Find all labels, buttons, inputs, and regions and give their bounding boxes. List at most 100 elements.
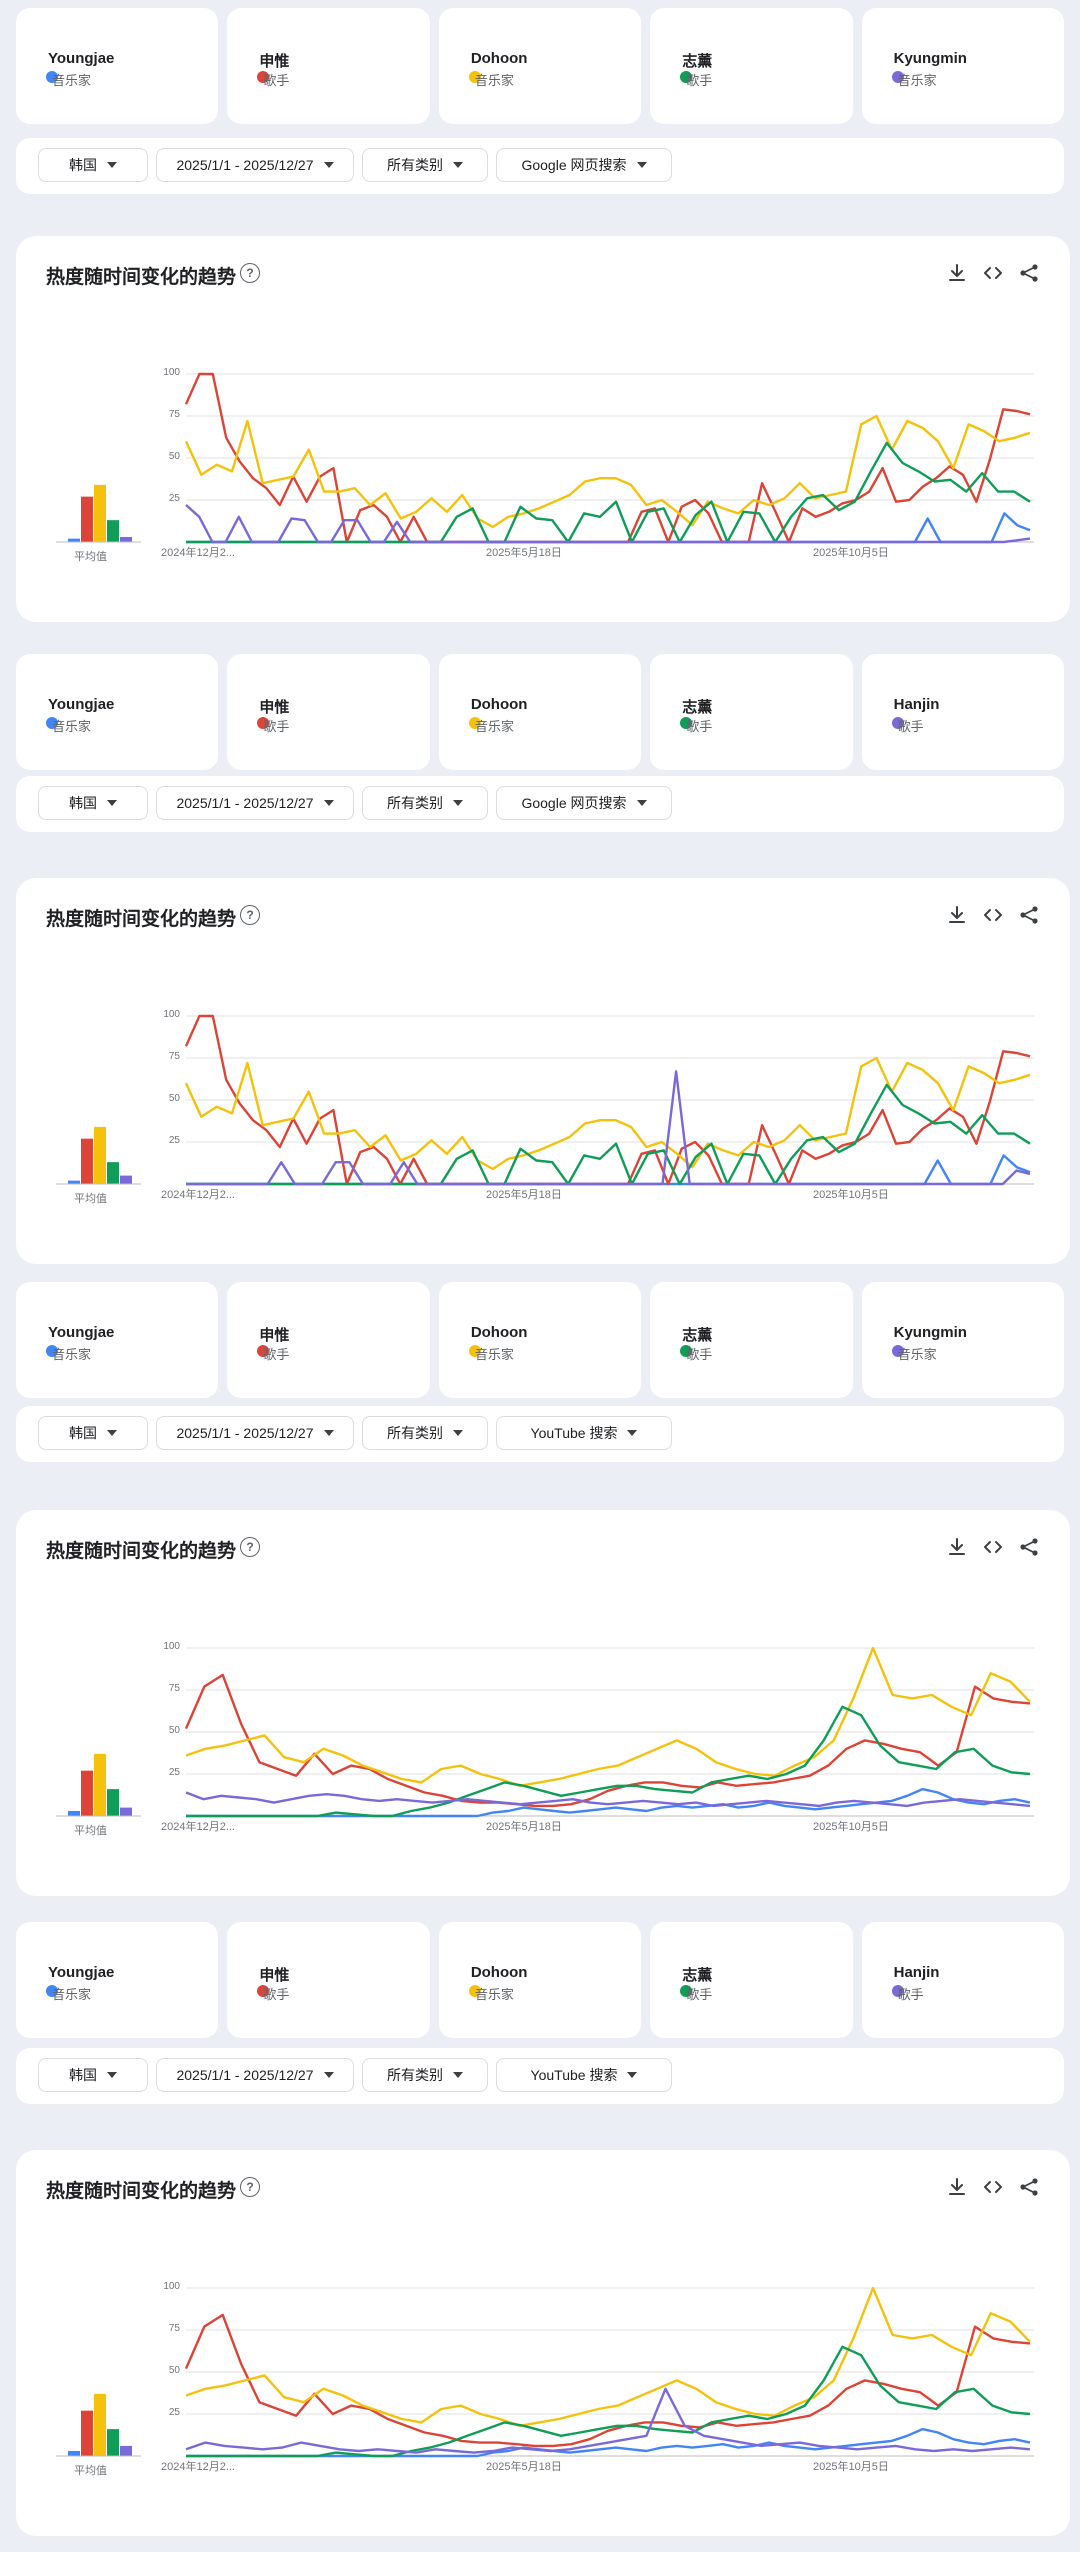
term-card[interactable]: Dohoon 音乐家 (438, 1922, 642, 2038)
term-card[interactable]: Dohoon 音乐家 (438, 8, 642, 124)
term-color-dot (891, 1985, 904, 1997)
term-card[interactable]: Kyungmin 音乐家 (861, 8, 1065, 124)
term-color-dot (46, 71, 58, 83)
term-name: Youngjae (48, 696, 115, 713)
term-card[interactable]: 志薰 歌手 (650, 1922, 853, 2038)
category-filter-label: 所有类别 (387, 157, 443, 173)
source-filter-label: YouTube 搜索 (530, 1425, 618, 1441)
y-tick-label: 50 (168, 451, 180, 462)
y-tick-label: 100 (163, 2281, 180, 2292)
term-card[interactable]: 申惟 歌手 (227, 1922, 430, 2038)
term-card[interactable]: Youngjae 音乐家 (16, 1282, 219, 1398)
series-line (186, 2427, 1031, 2458)
term-card[interactable]: 申惟 歌手 (227, 1282, 430, 1398)
term-color-dot (891, 71, 904, 83)
term-card[interactable]: Youngjae 音乐家 (16, 654, 219, 770)
share-icon[interactable] (1018, 2176, 1040, 2198)
embed-code-icon[interactable] (982, 2176, 1004, 2198)
date-filter[interactable]: 2025/1/1 - 2025/12/27 (156, 786, 354, 820)
region-filter-label: 韩国 (69, 795, 97, 811)
term-card[interactable]: Dohoon 音乐家 (438, 1282, 642, 1398)
average-bar (120, 1807, 132, 1816)
dropdown-caret-icon (323, 2072, 334, 2078)
term-subtitle: 歌手 (686, 73, 713, 88)
source-filter[interactable]: YouTube 搜索 (496, 1416, 672, 1450)
term-color-dot (680, 1345, 693, 1357)
region-filter[interactable]: 韩国 (38, 786, 148, 820)
region-filter[interactable]: 韩国 (38, 1416, 148, 1450)
term-subtitle: 音乐家 (52, 719, 92, 734)
series-line (185, 504, 1031, 544)
x-tick-label: 2025年5月18日 (486, 547, 562, 559)
trend-chart-svg (56, 2286, 1034, 2458)
term-card[interactable]: 志薰 歌手 (650, 8, 853, 124)
term-card[interactable]: 申惟 歌手 (227, 8, 430, 124)
category-filter[interactable]: 所有类别 (362, 148, 488, 182)
term-name: 志薰 (682, 1327, 713, 1344)
dropdown-caret-icon (453, 1430, 463, 1436)
term-card[interactable]: 志薰 歌手 (650, 1282, 853, 1398)
term-card[interactable]: Youngjae 音乐家 (16, 8, 219, 124)
term-card[interactable]: Dohoon 音乐家 (438, 654, 642, 770)
share-icon[interactable] (1018, 262, 1040, 284)
term-card[interactable]: Hanjin 歌手 (861, 1922, 1065, 2038)
term-name: 申惟 (259, 1967, 290, 1984)
help-icon[interactable]: ? (240, 905, 260, 925)
date-filter[interactable]: 2025/1/1 - 2025/12/27 (156, 1416, 354, 1450)
category-filter[interactable]: 所有类别 (362, 2058, 488, 2092)
download-icon[interactable] (946, 2176, 968, 2198)
average-label: 平均值 (74, 1825, 107, 1837)
average-bar (107, 520, 119, 542)
term-card[interactable]: 申惟 歌手 (227, 654, 430, 770)
term-subtitle: 音乐家 (897, 73, 937, 88)
trend-chart-card: 热度随时间变化的趋势? 100 75 50 25 平均值 2024年12月2... 2025年… (16, 2150, 1070, 2536)
help-icon[interactable]: ? (240, 263, 260, 283)
average-label: 平均值 (74, 1193, 107, 1205)
embed-code-icon[interactable] (982, 1536, 1004, 1558)
x-tick-label: 2024年12月2... (161, 1189, 235, 1201)
term-card[interactable]: 志薰 歌手 (650, 654, 853, 770)
x-tick-label: 2025年5月18日 (486, 1821, 562, 1833)
series-line (186, 1787, 1031, 1818)
source-filter[interactable]: YouTube 搜索 (496, 2058, 672, 2092)
term-subtitle: 歌手 (263, 73, 290, 88)
category-filter[interactable]: 所有类别 (362, 786, 488, 820)
term-card[interactable]: Hanjin 歌手 (861, 654, 1065, 770)
share-icon[interactable] (1018, 904, 1040, 926)
term-name: Youngjae (48, 50, 115, 67)
embed-code-icon[interactable] (982, 262, 1004, 284)
date-filter[interactable]: 2025/1/1 - 2025/12/27 (156, 148, 354, 182)
term-card[interactable]: Kyungmin 音乐家 (861, 1282, 1065, 1398)
source-filter[interactable]: Google 网页搜索 (496, 786, 672, 820)
series-line (186, 1705, 1031, 1818)
embed-code-icon[interactable] (982, 904, 1004, 926)
term-card[interactable]: Youngjae 音乐家 (16, 1922, 219, 2038)
filter-bar: 韩国 2025/1/1 - 2025/12/27 所有类别 Google 网页搜索 (16, 776, 1064, 832)
source-filter[interactable]: Google 网页搜索 (496, 148, 672, 182)
term-subtitle: 音乐家 (52, 1987, 92, 2002)
date-filter[interactable]: 2025/1/1 - 2025/12/27 (156, 2058, 354, 2092)
trend-chart-svg (56, 1014, 1034, 1186)
download-icon[interactable] (946, 262, 968, 284)
dropdown-caret-icon (636, 800, 647, 806)
term-subtitle: 音乐家 (474, 719, 514, 734)
share-icon[interactable] (1018, 1536, 1040, 1558)
term-color-dot (680, 71, 693, 83)
region-filter[interactable]: 韩国 (38, 148, 148, 182)
x-tick-label: 2025年10月5日 (813, 1821, 889, 1833)
dropdown-caret-icon (627, 1430, 638, 1436)
download-icon[interactable] (946, 904, 968, 926)
region-filter-label: 韩国 (69, 1425, 97, 1441)
download-icon[interactable] (946, 1536, 968, 1558)
help-icon[interactable]: ? (240, 2177, 260, 2197)
x-tick-label: 2025年10月5日 (813, 2461, 889, 2473)
term-color-dot (891, 717, 904, 729)
dropdown-caret-icon (107, 1430, 117, 1436)
series-line (185, 2387, 1031, 2454)
region-filter[interactable]: 韩国 (38, 2058, 148, 2092)
category-filter[interactable]: 所有类别 (362, 1416, 488, 1450)
term-name: Hanjin (893, 696, 940, 713)
help-icon[interactable]: ? (240, 1537, 260, 1557)
y-tick-label: 25 (168, 493, 180, 504)
average-bar (94, 484, 106, 542)
